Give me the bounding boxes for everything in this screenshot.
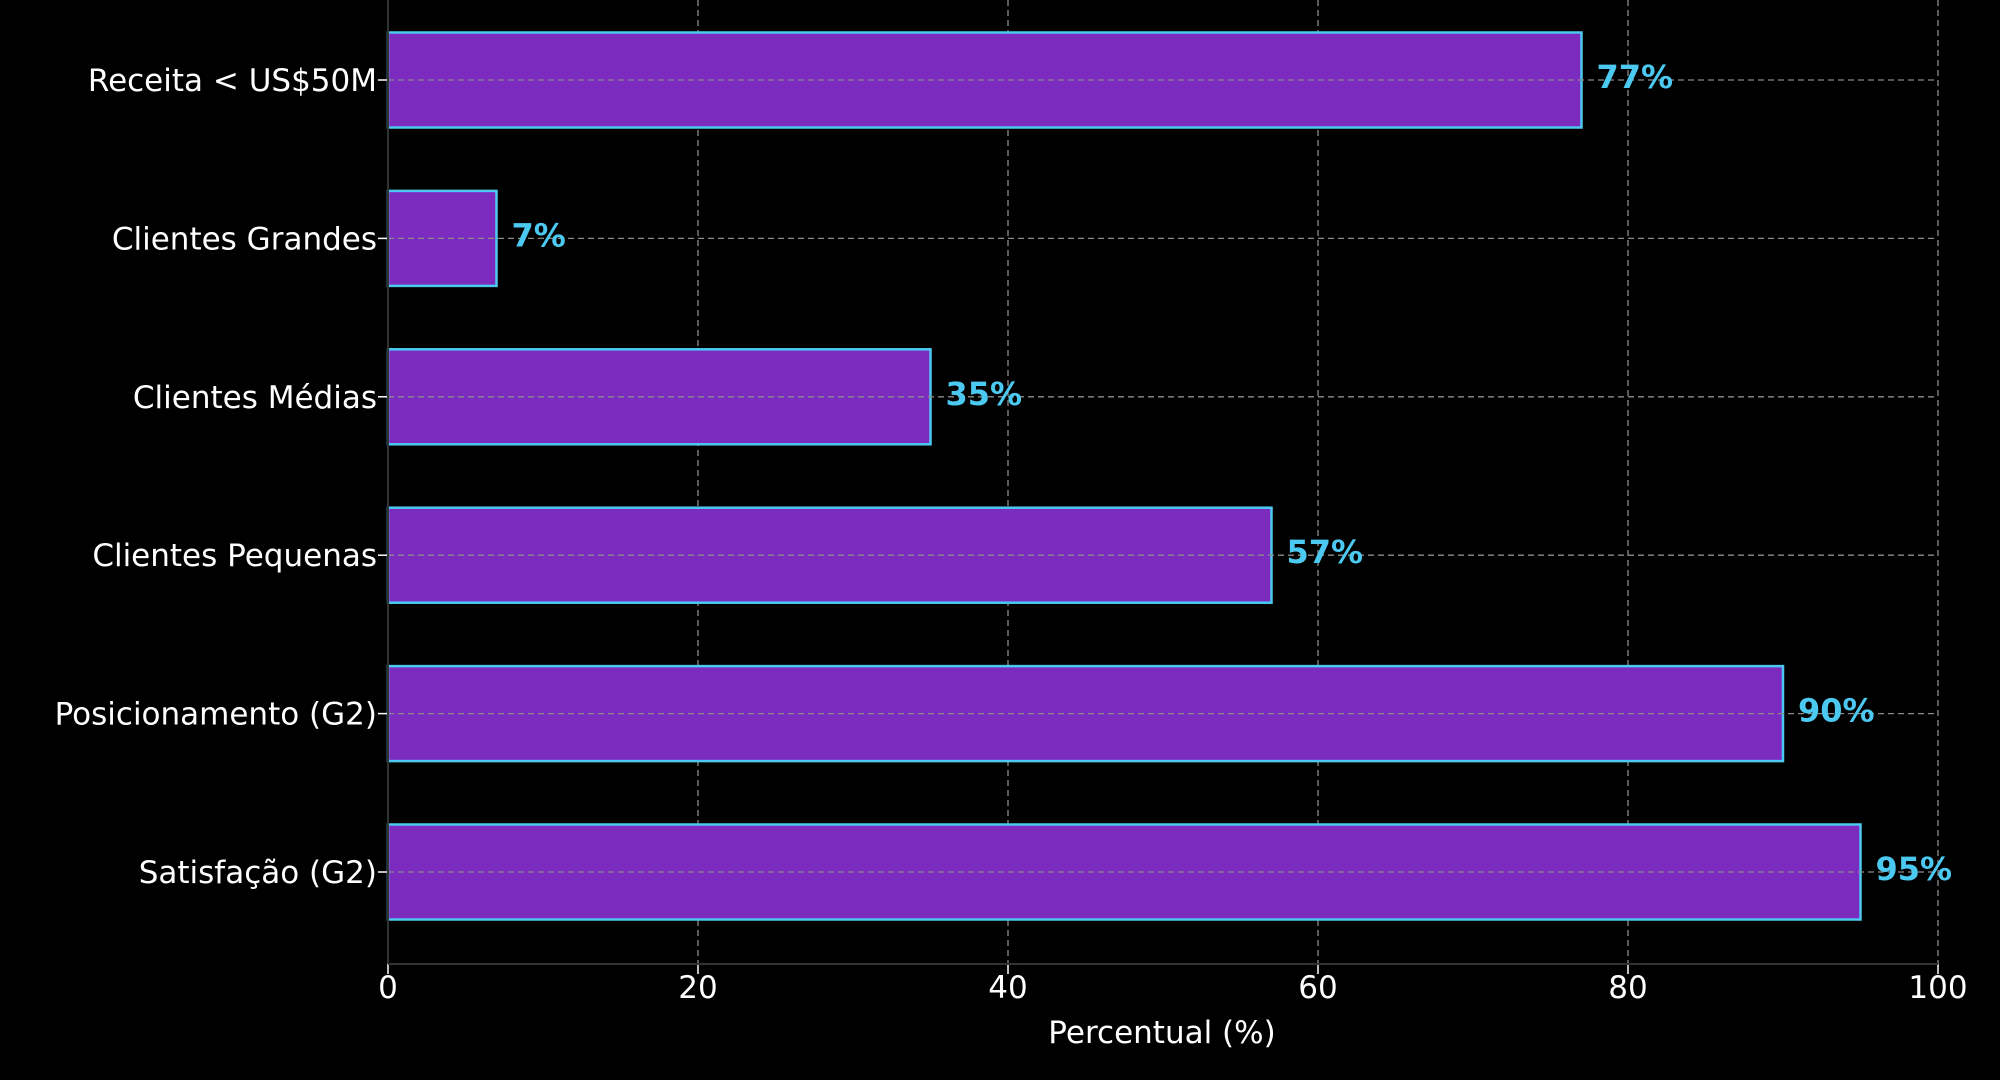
data-label: 35% xyxy=(946,375,1023,413)
data-label: 57% xyxy=(1287,533,1364,571)
category-gridlines xyxy=(388,79,1938,873)
x-tick-label: 20 xyxy=(678,970,717,1006)
grid xyxy=(697,0,1939,964)
category-label: Satisfação (G2) xyxy=(139,855,377,891)
x-tick-label: 60 xyxy=(1298,970,1337,1006)
category-label: Clientes Médias xyxy=(133,380,377,416)
x-tick-label: 0 xyxy=(378,970,398,1006)
x-tick-label: 80 xyxy=(1608,970,1647,1006)
data-label: 95% xyxy=(1876,850,1953,888)
x-axis-title: Percentual (%) xyxy=(1048,1015,1275,1051)
category-label: Receita < US$50M xyxy=(88,63,377,99)
axes xyxy=(378,0,1939,974)
x-tick-label: 40 xyxy=(988,970,1027,1006)
data-label: 90% xyxy=(1798,692,1875,730)
data-label: 7% xyxy=(512,216,566,254)
category-label: Clientes Grandes xyxy=(112,221,377,257)
category-label: Posicionamento (G2) xyxy=(55,697,377,733)
x-tick-label: 100 xyxy=(1908,970,1967,1006)
category-label: Clientes Pequenas xyxy=(92,538,377,574)
labels: 0 20 40 60 80 100 Receita < US$50M 77% Clientes … xyxy=(55,58,1968,1006)
data-label: 77% xyxy=(1597,58,1674,96)
